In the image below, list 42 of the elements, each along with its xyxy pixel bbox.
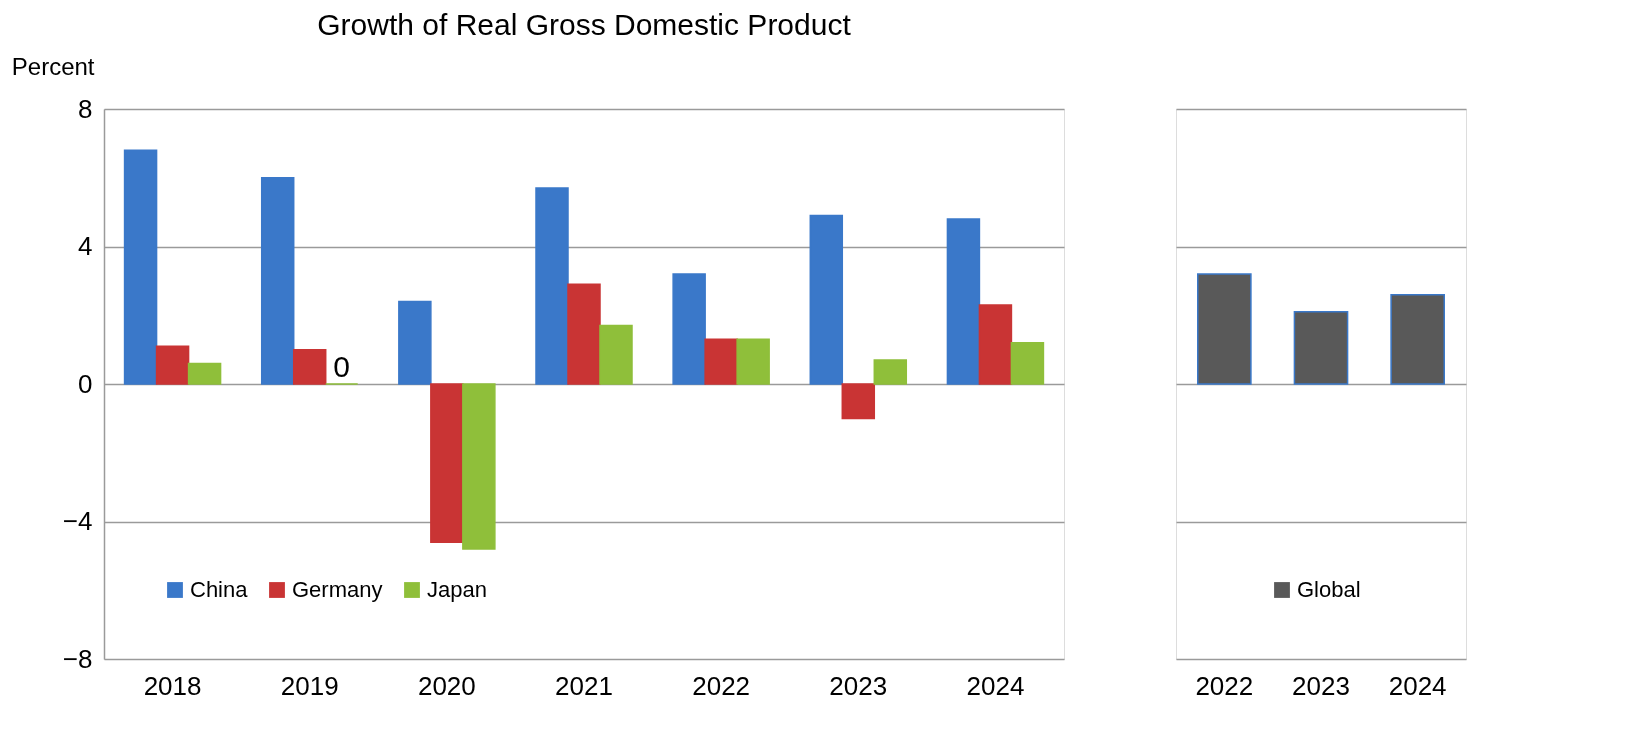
- bar: [398, 300, 432, 385]
- legend-label: Germany: [292, 577, 383, 602]
- y-axis-title: Percent: [11, 52, 95, 80]
- x-tick-label: 2018: [143, 670, 202, 701]
- y-tick-label: −4: [62, 506, 93, 536]
- x-tick-label: 2022: [1195, 670, 1254, 701]
- bar: [809, 214, 844, 385]
- bar: [123, 149, 158, 385]
- chart-title: Growth of Real Gross Domestic Product: [317, 8, 852, 41]
- bar: [1010, 342, 1045, 385]
- bar: [841, 383, 876, 420]
- bar: [155, 345, 190, 385]
- legend-label: Japan: [427, 577, 487, 602]
- data-label: 0: [333, 350, 351, 383]
- x-tick-label: 2023: [1292, 670, 1350, 701]
- x-tick-label: 2024: [1388, 670, 1447, 701]
- x-tick-label: 2024: [966, 670, 1025, 701]
- x-tick-label: 2022: [692, 670, 751, 701]
- bar: [430, 383, 464, 543]
- x-tick-label: 2019: [280, 670, 339, 701]
- bar: [462, 383, 496, 550]
- y-tick-label: −8: [62, 643, 93, 674]
- bar: [704, 338, 738, 385]
- bar: [736, 338, 770, 385]
- x-tick-label: 2023: [829, 670, 888, 701]
- y-tick-label: 8: [78, 93, 93, 124]
- y-tick-label: 0: [78, 368, 93, 399]
- bar: [978, 304, 1013, 385]
- x-tick-label: 2020: [417, 670, 476, 701]
- x-tick-label: 2021: [555, 670, 613, 701]
- bar: [946, 218, 981, 385]
- bar: [292, 348, 327, 385]
- legend-label: China: [190, 577, 249, 602]
- bar: [535, 187, 569, 385]
- y-tick-label: 4: [78, 231, 93, 261]
- bar: [187, 362, 222, 385]
- bar: [599, 324, 633, 385]
- bar: [672, 273, 706, 385]
- bar: [567, 283, 601, 385]
- bar: [873, 359, 908, 385]
- bar: [260, 177, 295, 385]
- legend-label: Global: [1297, 577, 1361, 602]
